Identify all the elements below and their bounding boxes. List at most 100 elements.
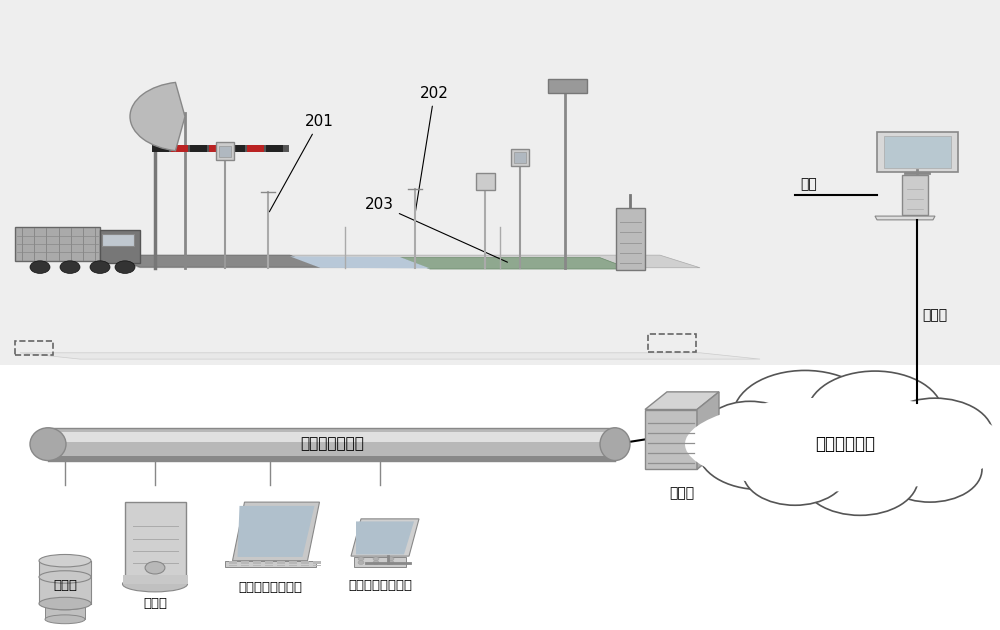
FancyBboxPatch shape [288, 561, 296, 563]
FancyBboxPatch shape [252, 561, 260, 563]
FancyBboxPatch shape [48, 455, 615, 461]
Polygon shape [354, 558, 406, 567]
Ellipse shape [45, 601, 85, 610]
Polygon shape [15, 227, 100, 261]
FancyBboxPatch shape [241, 563, 249, 564]
FancyBboxPatch shape [228, 563, 237, 564]
Ellipse shape [30, 428, 66, 461]
Polygon shape [351, 519, 419, 556]
Text: 数据库: 数据库 [53, 580, 77, 592]
Ellipse shape [45, 615, 85, 624]
Circle shape [60, 261, 80, 273]
FancyBboxPatch shape [241, 565, 249, 566]
Polygon shape [290, 256, 430, 268]
Circle shape [358, 561, 364, 564]
Circle shape [90, 261, 110, 273]
Circle shape [807, 371, 943, 457]
Ellipse shape [39, 571, 91, 583]
Text: 防火墙: 防火墙 [669, 486, 695, 500]
Polygon shape [20, 353, 760, 359]
Circle shape [115, 261, 135, 273]
Bar [0, 0, 1000, 365]
FancyBboxPatch shape [48, 428, 615, 461]
FancyBboxPatch shape [276, 563, 285, 564]
FancyBboxPatch shape [219, 146, 231, 157]
FancyBboxPatch shape [252, 563, 260, 564]
Circle shape [388, 557, 394, 561]
Ellipse shape [39, 597, 91, 610]
FancyBboxPatch shape [241, 561, 249, 563]
Text: 高速公路专网: 高速公路专网 [815, 435, 875, 453]
FancyBboxPatch shape [264, 563, 272, 564]
FancyBboxPatch shape [884, 136, 951, 168]
Circle shape [802, 442, 918, 515]
Text: 203: 203 [365, 197, 507, 262]
FancyBboxPatch shape [264, 565, 272, 566]
Ellipse shape [39, 554, 91, 567]
Circle shape [877, 398, 993, 471]
Ellipse shape [122, 576, 188, 592]
Polygon shape [645, 392, 719, 410]
FancyBboxPatch shape [476, 173, 495, 190]
Circle shape [358, 557, 364, 561]
Circle shape [373, 557, 379, 561]
Text: 服务器: 服务器 [143, 597, 167, 610]
Ellipse shape [600, 428, 630, 461]
Text: 以太网: 以太网 [922, 308, 947, 322]
FancyBboxPatch shape [288, 563, 296, 564]
Polygon shape [356, 522, 414, 554]
FancyBboxPatch shape [276, 565, 285, 566]
FancyBboxPatch shape [312, 561, 320, 563]
Text: 管理中心以太网: 管理中心以太网 [301, 437, 364, 452]
Polygon shape [645, 410, 697, 469]
FancyBboxPatch shape [312, 565, 320, 566]
Circle shape [373, 561, 379, 564]
FancyBboxPatch shape [39, 561, 91, 604]
FancyBboxPatch shape [216, 142, 234, 160]
FancyBboxPatch shape [252, 565, 260, 566]
Text: 串口: 串口 [800, 177, 817, 191]
Circle shape [30, 261, 50, 273]
Circle shape [698, 411, 822, 490]
Ellipse shape [685, 397, 1000, 491]
FancyBboxPatch shape [548, 79, 587, 93]
FancyBboxPatch shape [122, 575, 188, 584]
Circle shape [878, 437, 982, 502]
Polygon shape [238, 506, 314, 557]
Text: 平台查询管理系统: 平台查询管理系统 [238, 581, 302, 593]
Wedge shape [130, 83, 185, 151]
Polygon shape [224, 561, 316, 567]
Polygon shape [100, 230, 140, 263]
Circle shape [388, 561, 394, 564]
FancyBboxPatch shape [902, 175, 928, 215]
FancyBboxPatch shape [514, 152, 526, 163]
FancyBboxPatch shape [300, 565, 308, 566]
FancyBboxPatch shape [877, 132, 958, 172]
Polygon shape [697, 392, 719, 469]
FancyBboxPatch shape [511, 149, 529, 166]
FancyBboxPatch shape [276, 561, 285, 563]
FancyBboxPatch shape [300, 561, 308, 563]
Polygon shape [110, 255, 320, 267]
FancyBboxPatch shape [312, 563, 320, 564]
FancyBboxPatch shape [228, 565, 237, 566]
Text: 中心监控显示终端: 中心监控显示终端 [348, 580, 412, 592]
Polygon shape [100, 255, 700, 268]
Polygon shape [875, 216, 935, 220]
FancyBboxPatch shape [228, 561, 237, 563]
FancyBboxPatch shape [264, 561, 272, 563]
Circle shape [733, 370, 877, 461]
FancyBboxPatch shape [102, 234, 134, 246]
FancyBboxPatch shape [300, 563, 308, 564]
FancyBboxPatch shape [124, 502, 186, 578]
FancyBboxPatch shape [616, 208, 645, 270]
Circle shape [743, 440, 847, 505]
Polygon shape [400, 258, 630, 269]
Polygon shape [232, 502, 320, 561]
FancyBboxPatch shape [48, 432, 615, 442]
Text: 202: 202 [415, 86, 449, 212]
FancyBboxPatch shape [288, 565, 296, 566]
Circle shape [702, 401, 798, 462]
FancyBboxPatch shape [45, 605, 85, 619]
Text: 201: 201 [269, 114, 334, 212]
